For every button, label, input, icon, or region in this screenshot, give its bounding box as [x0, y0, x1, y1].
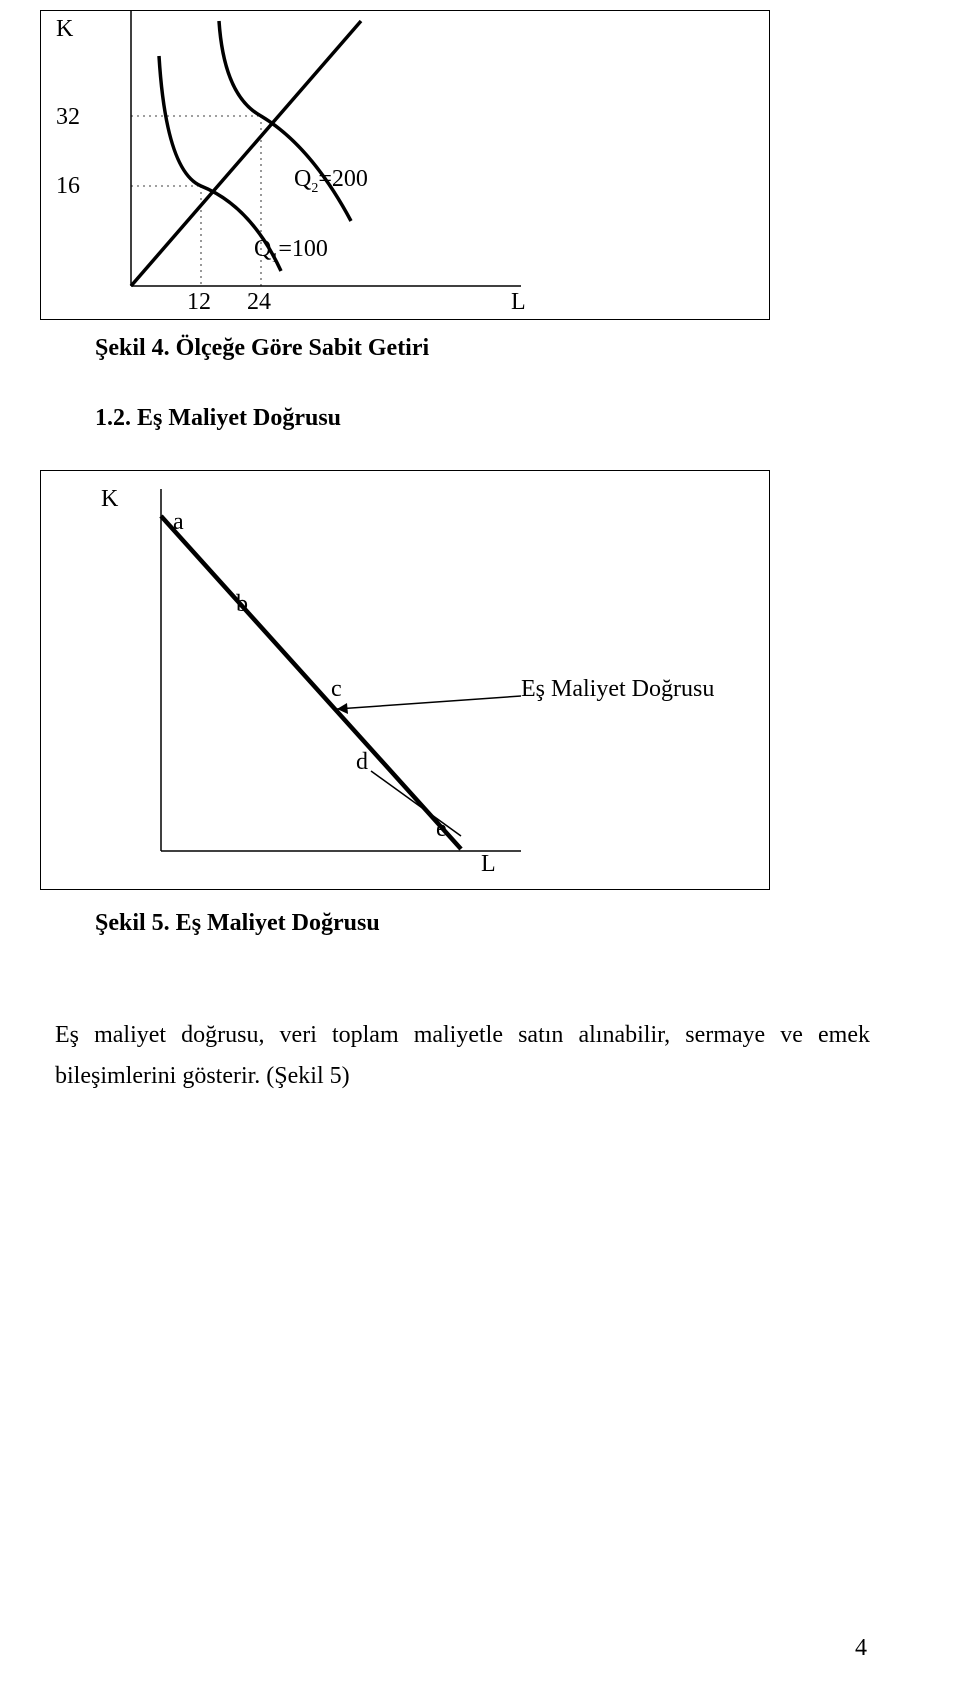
section-heading: 1.2. Eş Maliyet Doğrusu [95, 405, 341, 432]
fig4-xtick-12: 12 [187, 289, 211, 316]
figure4-caption: Şekil 4. Ölçeğe Göre Sabit Getiri [95, 335, 429, 362]
page: K 32 16 12 24 L Q2=200 Q1=100 Şekil 4. Ö… [0, 0, 960, 1683]
figure4-box: K 32 16 12 24 L Q2=200 Q1=100 [40, 10, 770, 320]
fig4-q2-label: Q2=200 [294, 166, 368, 197]
fig5-pt-d: d [356, 749, 368, 776]
figure5-box: K a b c d e Eş Maliyet Doğrusu L [40, 470, 770, 890]
fig4-q1-label: Q1=100 [254, 236, 328, 267]
figure5-caption: Şekil 5. Eş Maliyet Doğrusu [95, 910, 380, 937]
fig5-pt-c: c [331, 676, 342, 703]
fig4-x-label: L [511, 289, 526, 316]
fig5-pt-e: e [436, 816, 447, 843]
fig5-y-label: K [101, 486, 118, 513]
fig5-pt-b: b [236, 591, 248, 618]
page-number: 4 [855, 1635, 867, 1662]
fig5-pt-a: a [173, 509, 184, 536]
fig4-ytick-16: 16 [56, 173, 80, 200]
fig5-x-label: L [481, 851, 496, 878]
fig4-y-label: K [56, 16, 73, 43]
fig5-callout: Eş Maliyet Doğrusu [521, 676, 714, 703]
fig4-ytick-32: 32 [56, 104, 80, 131]
fig4-xtick-24: 24 [247, 289, 271, 316]
paragraph: Eş maliyet doğrusu, veri toplam maliyetl… [55, 1015, 870, 1097]
figure4-svg [41, 11, 771, 321]
